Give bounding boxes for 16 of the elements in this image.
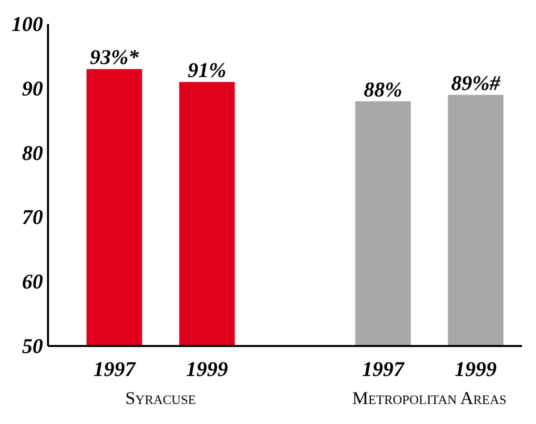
y-tick-label: 90 [22, 76, 44, 100]
y-tick-label: 60 [22, 270, 44, 294]
data-label: 93%* [90, 45, 140, 70]
text: Syracuse [125, 388, 196, 408]
x-tick-label: 1999 [454, 357, 498, 381]
y-tick-label: 70 [22, 205, 44, 230]
x-tick-label: 1997 [362, 357, 406, 381]
x-tick-label: 1999 [186, 357, 228, 381]
y-tick-label: 50 [22, 334, 44, 358]
y-tick-label: 80 [22, 140, 44, 165]
data-label: 88% [364, 77, 402, 102]
x-tick-label: 1997 [93, 357, 137, 381]
y-tick-label: 100 [12, 12, 44, 36]
text: Metropolitan Areas [352, 388, 506, 408]
data-label: 91% [188, 58, 226, 82]
data-label: 89%# [451, 70, 501, 95]
